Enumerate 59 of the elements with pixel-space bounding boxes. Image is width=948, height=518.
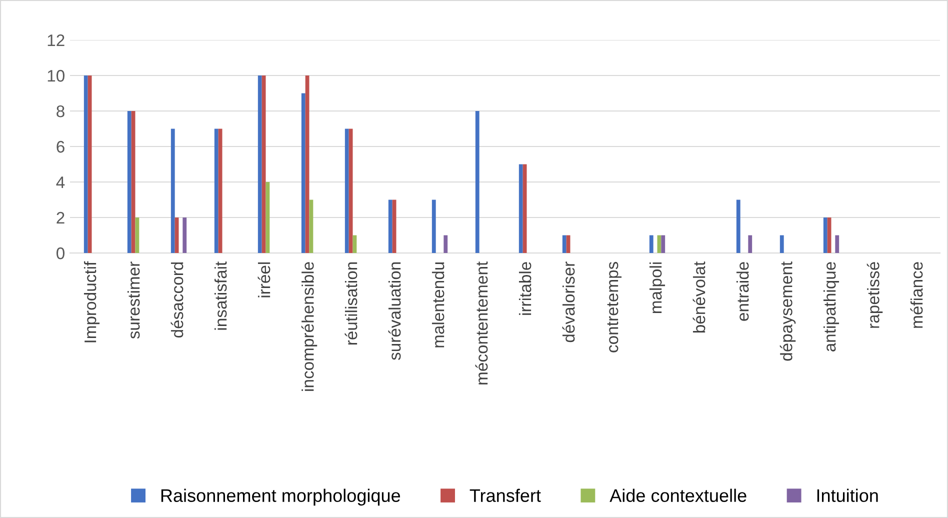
x-tick-label: contretemps (607, 262, 622, 352)
x-tick-label: rapetissé (866, 262, 883, 328)
x-tick-label: surévaluation (388, 262, 401, 360)
x-tick-label: désaccord (170, 262, 184, 338)
legend-label: Intuition (817, 488, 878, 502)
bar (301, 93, 306, 253)
x-tick-label: mécontentement (475, 261, 488, 384)
y-tick-label: 2 (56, 212, 64, 224)
x-tick-label: bénévolat (692, 261, 706, 333)
x-tick-label: surestimer (127, 262, 140, 339)
y-tick-label: 12 (48, 34, 64, 46)
bar (214, 128, 218, 253)
legend-label: Raisonnement morphologique (161, 488, 400, 506)
x-tick-label: entraide (736, 262, 749, 321)
bar (748, 235, 752, 253)
bar (262, 76, 266, 253)
y-tick-label: 6 (56, 140, 64, 153)
bar (352, 235, 357, 253)
bar (649, 235, 654, 253)
bar (182, 218, 187, 253)
bar (522, 164, 527, 253)
x-tick-label: dépaysement (780, 261, 796, 361)
legend-label: Transfert (470, 488, 541, 502)
bar (562, 235, 566, 253)
bar (444, 235, 448, 253)
bar (432, 200, 436, 253)
bar (823, 218, 828, 253)
x-tick-label: incompréhensible (301, 262, 318, 391)
bar (348, 128, 353, 253)
y-tick-label: 10 (48, 70, 64, 82)
bar (780, 235, 784, 253)
x-tick-label: irritable (518, 262, 532, 315)
x-tick-label: dévaloriser (562, 262, 575, 342)
x-tick-label: antipathique (823, 262, 840, 352)
bar (135, 218, 140, 253)
bar (475, 111, 480, 253)
bar (518, 164, 523, 253)
bar (736, 200, 740, 253)
bar (305, 76, 310, 253)
bar (127, 111, 132, 253)
bar (344, 128, 349, 253)
y-tick-label: 4 (56, 176, 65, 188)
bar (170, 128, 175, 253)
legend-label: Aide contextuelle (610, 488, 746, 502)
x-tick-label: méfiance (910, 262, 923, 328)
bar (258, 76, 262, 253)
bar (661, 235, 666, 253)
bar (218, 128, 222, 253)
bar (388, 200, 392, 253)
y-tick-label: 8 (56, 105, 64, 118)
x-tick-label: Improductif (84, 261, 100, 342)
x-tick-label: malentendu (432, 262, 444, 348)
x-tick-label: irréel (258, 262, 270, 298)
x-tick-label: malpoli (649, 262, 666, 314)
bar (84, 76, 88, 253)
x-tick-label: réutilisation (344, 262, 358, 345)
bar (835, 235, 840, 253)
x-tick-label: insatisfait (214, 261, 227, 330)
y-tick-label: 0 (56, 247, 64, 260)
